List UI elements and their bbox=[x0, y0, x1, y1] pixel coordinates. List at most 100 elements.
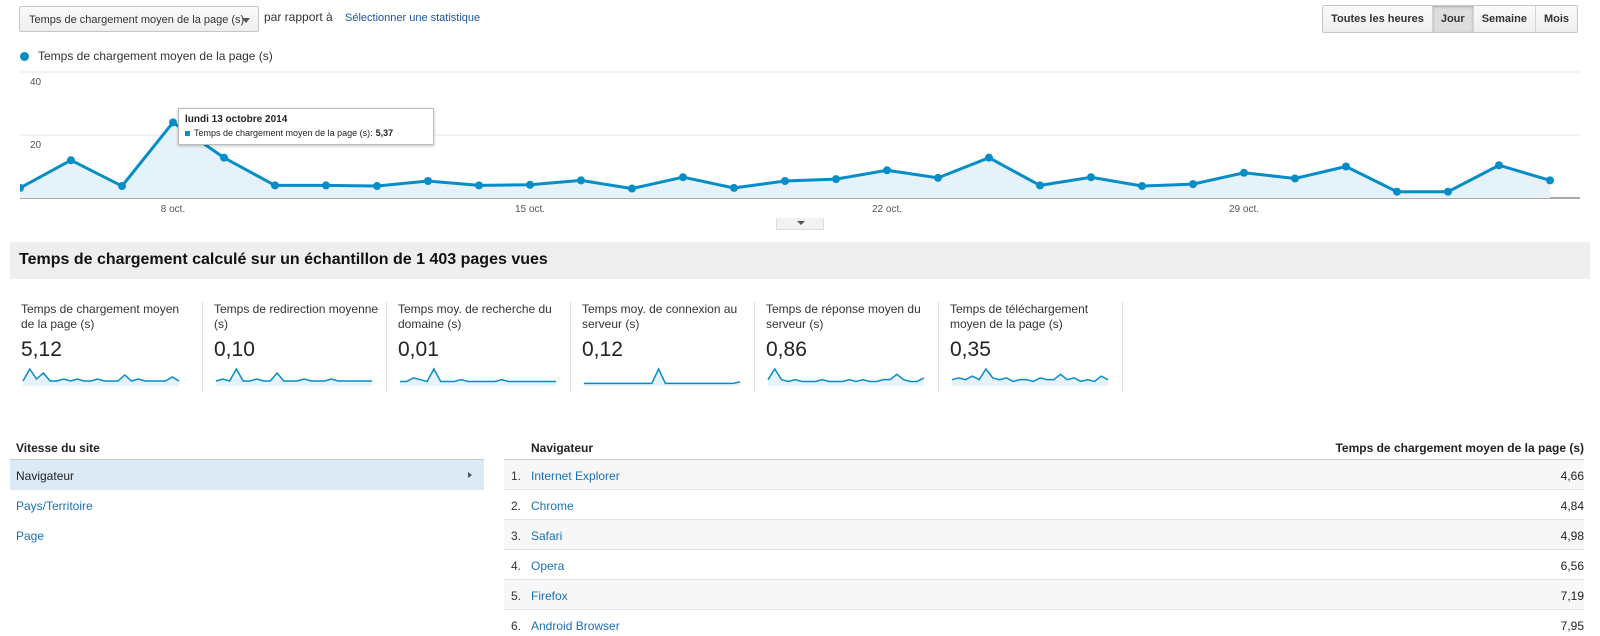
x-tick-label: 22 oct. bbox=[872, 204, 902, 215]
sample-banner: Temps de chargement calculé sur un échan… bbox=[10, 242, 1590, 279]
sparkline-line bbox=[215, 367, 372, 382]
dimension-item-label: Pays/Territoire bbox=[16, 499, 93, 513]
dimension-item-browser[interactable]: Navigateur bbox=[10, 460, 484, 490]
stat-sparkline bbox=[400, 367, 556, 386]
granularity-week-button[interactable]: Semaine bbox=[1472, 6, 1535, 32]
load-time-value: 4,98 bbox=[1560, 529, 1584, 543]
dimension-item-label: Navigateur bbox=[16, 469, 75, 483]
metric-select-label: Temps de chargement moyen de la page (s) bbox=[29, 14, 245, 26]
browser-link[interactable]: Internet Explorer bbox=[531, 469, 620, 483]
data-point[interactable] bbox=[832, 175, 840, 184]
stat-sparkline bbox=[767, 367, 925, 386]
dimension-list-header: Vitesse du site bbox=[10, 436, 484, 460]
load-time-value: 6,56 bbox=[1560, 559, 1584, 573]
load-time-value: 4,84 bbox=[1560, 499, 1584, 513]
browser-link[interactable]: Chrome bbox=[531, 499, 574, 513]
stat-value: 0,86 bbox=[766, 338, 807, 361]
table-row: 1. Internet Explorer 4,66 bbox=[504, 460, 1584, 490]
data-point[interactable] bbox=[1393, 187, 1401, 196]
stat-card[interactable]: Temps moy. de connexion au serveur (s) 0… bbox=[571, 302, 755, 392]
stat-card[interactable]: Temps de téléchargement moyen de la page… bbox=[939, 302, 1123, 392]
legend-dot-icon bbox=[20, 51, 29, 61]
site-speed-dimension-list: Vitesse du site Navigateur Pays/Territoi… bbox=[10, 436, 484, 550]
data-point[interactable] bbox=[1495, 161, 1503, 170]
data-point[interactable] bbox=[67, 156, 75, 165]
data-point[interactable] bbox=[373, 182, 381, 191]
timeline-chart[interactable]: 40 20 8 oct. 15 oct. 22 oct. 29 oct. bbox=[16, 68, 1580, 228]
dimension-item-country[interactable]: Pays/Territoire bbox=[10, 490, 484, 520]
data-point[interactable] bbox=[1291, 174, 1299, 183]
stat-label: Temps moy. de connexion au serveur (s) bbox=[582, 302, 738, 331]
data-point[interactable] bbox=[220, 153, 228, 162]
stat-sparkline bbox=[215, 367, 372, 386]
table-row: 5. Firefox 7,19 bbox=[504, 580, 1584, 610]
column-header-load-time[interactable]: Temps de chargement moyen de la page (s) bbox=[1335, 441, 1584, 455]
browser-link[interactable]: Safari bbox=[531, 529, 563, 543]
y-tick-label: 40 bbox=[30, 77, 42, 88]
browser-link[interactable]: Android Browser bbox=[531, 619, 620, 633]
data-point[interactable] bbox=[985, 153, 993, 162]
chart-collapse-toggle[interactable] bbox=[776, 218, 824, 230]
column-header-browser[interactable]: Navigateur bbox=[531, 441, 594, 455]
dimension-item-page[interactable]: Page bbox=[10, 520, 484, 550]
stat-card[interactable]: Temps de chargement moyen de la page (s)… bbox=[19, 302, 203, 392]
table-row: 3. Safari 4,98 bbox=[504, 520, 1584, 550]
sparkline-area bbox=[400, 369, 556, 386]
sparkline-line bbox=[22, 367, 180, 382]
data-point[interactable] bbox=[679, 173, 687, 182]
data-point[interactable] bbox=[628, 184, 636, 193]
tooltip-series-label: Temps de chargement moyen de la page (s)… bbox=[194, 128, 373, 138]
granularity-toggle: Toutes les heures Jour Semaine Mois bbox=[1322, 5, 1578, 33]
sparkline-line bbox=[767, 367, 925, 383]
data-point[interactable] bbox=[730, 183, 738, 192]
load-time-value: 7,95 bbox=[1560, 619, 1584, 633]
table-row: 4. Opera 6,56 bbox=[504, 550, 1584, 580]
granularity-hourly-button[interactable]: Toutes les heures bbox=[1331, 13, 1424, 25]
stat-card[interactable]: Temps de redirection moyenne (s) 0,10 bbox=[203, 302, 387, 392]
stat-value: 0,12 bbox=[582, 338, 623, 361]
sparkline-area bbox=[952, 369, 1108, 386]
x-tick-label: 15 oct. bbox=[515, 204, 545, 215]
data-point[interactable] bbox=[934, 173, 942, 182]
data-point[interactable] bbox=[1546, 176, 1554, 185]
browser-table: Navigateur Temps de chargement moyen de … bbox=[504, 436, 1584, 636]
data-point[interactable] bbox=[526, 180, 534, 189]
tooltip-line: Temps de chargement moyen de la page (s)… bbox=[185, 128, 427, 138]
data-point[interactable] bbox=[271, 181, 279, 190]
stat-sparkline bbox=[22, 367, 180, 386]
data-point[interactable] bbox=[424, 176, 432, 185]
sparkline-line bbox=[400, 367, 556, 383]
chevron-down-icon bbox=[242, 18, 250, 23]
data-point[interactable] bbox=[1240, 168, 1248, 177]
stat-value: 0,35 bbox=[950, 338, 991, 361]
select-statistic-link[interactable]: Sélectionner une statistique bbox=[345, 12, 481, 24]
data-point[interactable] bbox=[1138, 182, 1146, 191]
data-point[interactable] bbox=[577, 176, 585, 185]
row-index: 5. bbox=[511, 589, 522, 603]
x-tick-label: 29 oct. bbox=[1229, 204, 1259, 215]
data-point[interactable] bbox=[781, 176, 789, 185]
chevron-right-icon bbox=[468, 472, 472, 478]
data-point[interactable] bbox=[883, 166, 891, 175]
data-point[interactable] bbox=[118, 182, 126, 191]
chevron-down-icon bbox=[797, 221, 805, 225]
granularity-day-button[interactable]: Jour bbox=[1431, 6, 1473, 32]
browser-link[interactable]: Opera bbox=[531, 559, 565, 573]
chart-tooltip: lundi 13 octobre 2014 Temps de chargemen… bbox=[178, 108, 434, 145]
stat-card[interactable]: Temps moy. de recherche du domaine (s) 0… bbox=[387, 302, 571, 392]
table-row: 6. Android Browser 7,95 bbox=[504, 610, 1584, 636]
data-point[interactable] bbox=[322, 181, 330, 190]
granularity-month-button[interactable]: Mois bbox=[1534, 6, 1577, 32]
data-point[interactable] bbox=[169, 118, 177, 127]
metric-select[interactable]: Temps de chargement moyen de la page (s) bbox=[19, 6, 259, 32]
data-point[interactable] bbox=[1342, 162, 1350, 171]
data-point[interactable] bbox=[1189, 180, 1197, 189]
data-point[interactable] bbox=[475, 181, 483, 190]
stat-card[interactable]: Temps de réponse moyen du serveur (s) 0,… bbox=[755, 302, 939, 392]
data-point[interactable] bbox=[1036, 181, 1044, 190]
data-point[interactable] bbox=[1444, 187, 1452, 196]
stat-label: Temps de téléchargement moyen de la page… bbox=[950, 302, 1089, 331]
sparkline-area bbox=[23, 369, 179, 386]
browser-link[interactable]: Firefox bbox=[531, 589, 568, 603]
data-point[interactable] bbox=[1087, 173, 1095, 182]
